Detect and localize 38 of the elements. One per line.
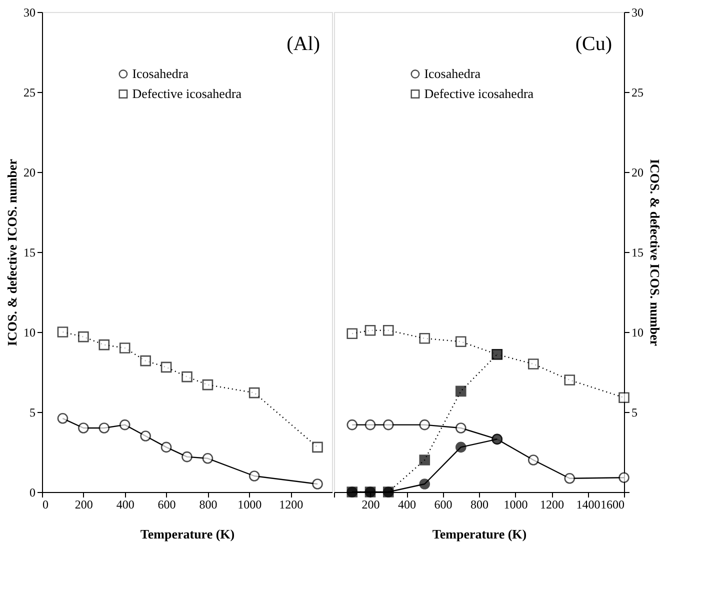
y2-axis-title: ICOS. & defective ICOS. number: [648, 158, 662, 346]
x-tick-label: 800: [470, 498, 488, 512]
x-tick-label: 400: [398, 498, 416, 512]
x-tick-label: 1000: [504, 498, 528, 512]
x-tick-label: 1400: [576, 498, 600, 512]
x-tick-label: 600: [434, 498, 452, 512]
y-tick-label: 10: [24, 326, 36, 340]
x-axis-title: Temperature (K): [432, 526, 527, 542]
x-tick-label: 200: [74, 498, 93, 512]
y-tick-label: 0: [30, 486, 36, 500]
y2-tick-label: 10: [632, 326, 644, 340]
x-tick-label: 0: [42, 498, 48, 512]
x-axis-title: Temperature (K): [140, 526, 235, 542]
legend-label: Icosahedra: [132, 66, 189, 81]
x-tick-label: 1200: [540, 498, 564, 512]
x-tick-label: 1600: [600, 498, 624, 512]
legend-label: Icosahedra: [424, 66, 481, 81]
annotation: (Al): [286, 33, 320, 55]
x-tick-label: 800: [199, 498, 218, 512]
y2-tick-label: 30: [632, 6, 644, 20]
y2-tick-label: 15: [632, 246, 644, 260]
y2-tick-label: 25: [632, 86, 644, 100]
x-tick-label: 600: [158, 498, 176, 512]
x-tick-label: 1200: [279, 498, 304, 512]
legend-label: Defective icosahedra: [132, 86, 242, 101]
y-tick-label: 5: [30, 406, 36, 420]
y2-tick-label: 20: [632, 166, 644, 180]
y2-tick-label: 5: [632, 406, 638, 420]
y-tick-label: 20: [24, 166, 36, 180]
y-tick-label: 15: [24, 246, 36, 260]
x-tick-label: 1000: [238, 498, 262, 512]
legend-label: Defective icosahedra: [424, 86, 534, 101]
annotation: (Cu): [575, 33, 612, 55]
y-axis-title: ICOS. & defective ICOS. number: [4, 158, 20, 346]
y-tick-label: 30: [24, 6, 36, 20]
x-tick-label: 200: [362, 498, 380, 512]
y-tick-label: 25: [24, 86, 36, 100]
x-tick-label: 400: [116, 498, 134, 512]
